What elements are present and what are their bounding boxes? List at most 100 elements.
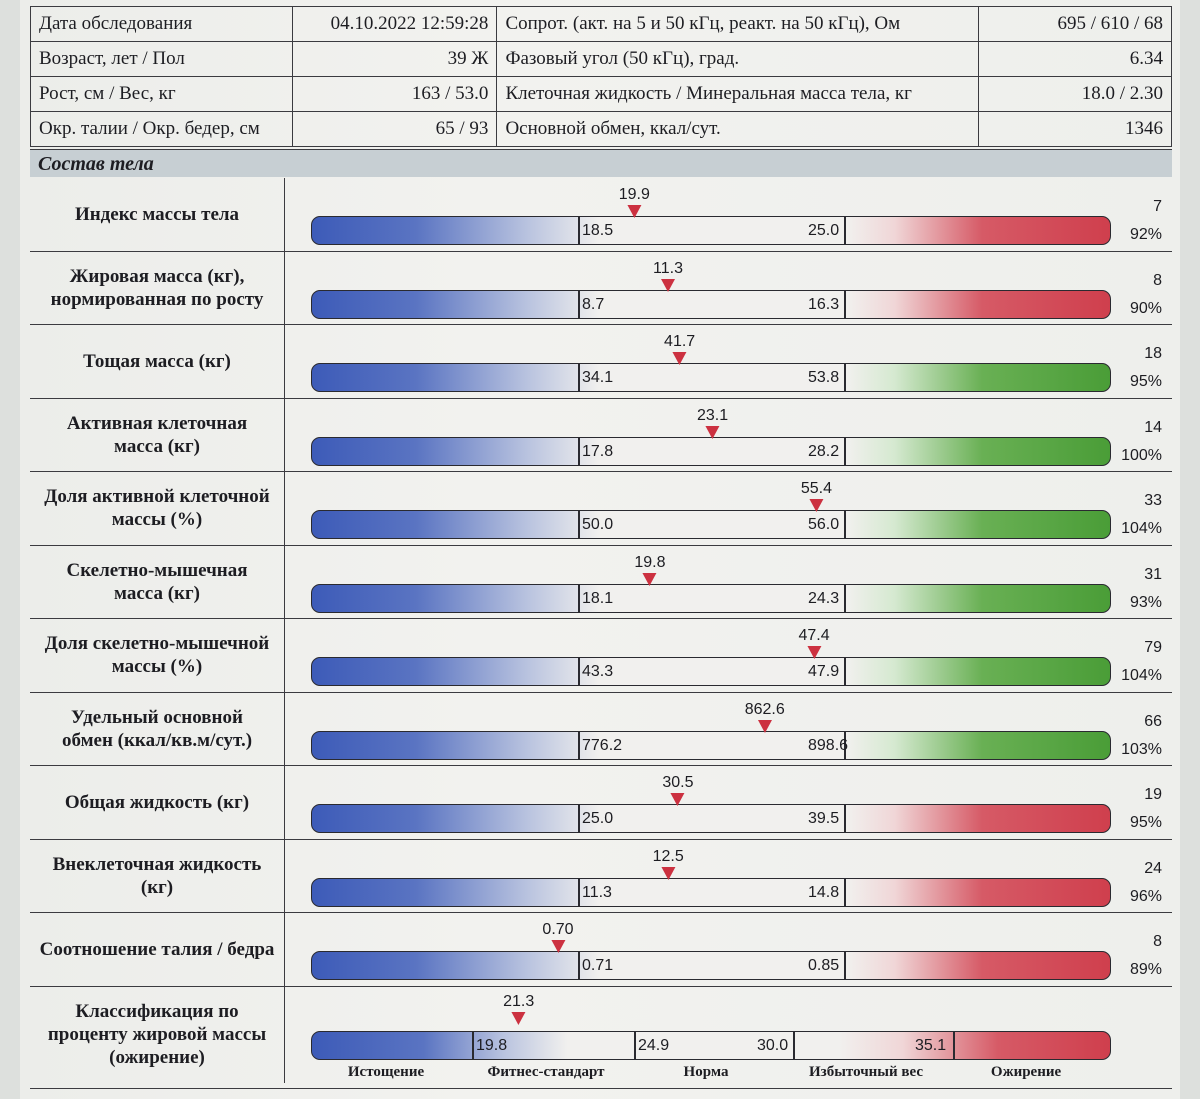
- value-marker: 11.3: [653, 260, 683, 292]
- metric-label: Доля скелетно-мышечной массы (%): [30, 619, 285, 692]
- range-high-tick: [844, 437, 846, 465]
- info-value: 18.0 / 2.30: [977, 76, 1173, 112]
- range-high-tick: [844, 511, 846, 538]
- threshold-tick: [793, 1031, 795, 1059]
- metric-row: Внеклеточная жидкость (кг) 11.3 14.8 12.5 24…: [30, 839, 1172, 913]
- info-row: Дата обследования 04.10.2022 12:59:28 Со…: [29, 6, 1173, 42]
- value-marker: 12.5: [653, 848, 684, 880]
- value-marker: 41.7: [664, 333, 695, 365]
- classification-bar: 19.8 24.9 30.0 35.1: [311, 1030, 1111, 1060]
- marker-triangle-icon: [627, 205, 642, 218]
- range-low-value: 8.7: [582, 295, 605, 313]
- metric-scale: 8.7 16.3 11.3 8 90%: [286, 252, 1172, 325]
- marker-value: 30.5: [662, 774, 694, 791]
- metric-scale: 17.8 28.2 23.1 14 100%: [286, 399, 1172, 472]
- range-low-value: 34.1: [582, 369, 614, 386]
- marker-value: 0.70: [542, 921, 574, 938]
- section-title: Состав тела: [30, 149, 1172, 177]
- metric-scale: 11.3 14.8 12.5 24 96%: [286, 840, 1172, 913]
- percentile-value: 8: [1153, 933, 1162, 950]
- marker-value: 19.8: [634, 553, 666, 571]
- range-low-tick: [578, 217, 580, 244]
- info-value: 39 Ж: [292, 41, 498, 77]
- marker-triangle-icon: [511, 1011, 526, 1025]
- metric-row: Жировая масса (кг), нормированная по рос…: [30, 251, 1172, 325]
- metric-label: Тощая масса (кг): [30, 325, 285, 398]
- percentile-value: 66: [1144, 712, 1162, 730]
- metric-label: Скелетно-мышечная масса (кг): [30, 545, 285, 618]
- metric-scale: 18.5 25.0 19.9 7 92%: [286, 178, 1172, 251]
- threshold-value: 35.1: [915, 1036, 947, 1054]
- range-bar: 8.7 16.3: [311, 289, 1111, 319]
- range-low-value: 0.71: [582, 957, 614, 974]
- range-low-value: 50.0: [582, 516, 614, 533]
- classification-label: Классификация по проценту жировой массы …: [30, 986, 285, 1083]
- range-bar: 34.1 53.8: [311, 363, 1111, 392]
- exam-info-table: Дата обследования 04.10.2022 12:59:28 Со…: [29, 6, 1173, 147]
- info-label: Фазовый угол (50 кГц), град.: [496, 41, 979, 77]
- category-label: Избыточный вес: [809, 1064, 923, 1080]
- percent-of-norm: 95%: [1129, 373, 1162, 390]
- range-bar: 17.8 28.2: [311, 436, 1111, 466]
- range-bar: 11.3 14.8: [311, 877, 1111, 907]
- metric-label: Доля активной клеточной массы (%): [30, 472, 285, 545]
- info-row: Рост, см / Вес, кг 163 / 53.0 Клеточная …: [29, 76, 1173, 112]
- threshold-tick: [634, 1031, 636, 1059]
- range-high-value: 39.5: [808, 810, 840, 827]
- range-high-tick: [844, 217, 846, 244]
- range-high-value: 898.6: [808, 736, 849, 754]
- percent-of-norm: 93%: [1129, 593, 1162, 611]
- info-value: 695 / 610 / 68: [977, 6, 1173, 42]
- range-low-tick: [578, 584, 580, 612]
- range-high-value: 28.2: [808, 442, 840, 460]
- metric-row: Скелетно-мышечная масса (кг) 18.1 24.3 19.8…: [30, 545, 1172, 619]
- metric-scale: 43.3 47.9 47.4 79 104%: [286, 619, 1172, 692]
- threshold-value: 19.8: [476, 1036, 508, 1054]
- metric-row: Общая жидкость (кг) 25.0 39.5 30.5 19 95%: [30, 766, 1172, 840]
- category-label: Норма: [683, 1064, 729, 1080]
- percentile-value: 24: [1144, 859, 1162, 877]
- range-low-tick: [578, 731, 580, 759]
- range-low-value: 18.1: [582, 589, 614, 607]
- range-low-value: 17.8: [582, 442, 614, 460]
- marker-value: 12.5: [652, 847, 684, 865]
- info-label: Рост, см / Вес, кг: [29, 76, 294, 112]
- metric-row: Соотношение талия / бедра 0.71 0.85 0.70 8 89…: [30, 913, 1172, 987]
- value-marker: 30.5: [662, 774, 693, 806]
- range-high-tick: [844, 364, 846, 391]
- marker-triangle-icon: [809, 499, 824, 512]
- metric-label: Жировая масса (кг), нормированная по рос…: [30, 251, 285, 324]
- table-bottom-border: [30, 1088, 1172, 1089]
- marker-value: 55.4: [800, 480, 832, 497]
- info-label: Основной обмен, ккал/сут.: [496, 111, 979, 147]
- value-marker: 23.1: [697, 407, 728, 439]
- range-high-tick: [844, 290, 846, 318]
- range-low-value: 18.5: [582, 222, 614, 239]
- marker-value: 11.3: [653, 259, 683, 277]
- range-high-tick: [844, 584, 846, 612]
- percent-of-norm: 104%: [1121, 520, 1162, 537]
- metric-scale: 18.1 24.3 19.8 31 93%: [286, 546, 1172, 619]
- range-high-value: 56.0: [808, 516, 840, 533]
- marker-triangle-icon: [705, 425, 720, 439]
- percentile-value: 19: [1144, 786, 1162, 803]
- value-marker: 21.3: [503, 993, 534, 1025]
- classification-scale: 19.8 24.9 30.0 35.1 21.3: [286, 987, 1172, 1083]
- range-high-value: 53.8: [808, 369, 840, 386]
- range-low-tick: [578, 658, 580, 685]
- range-bar: 50.0 56.0: [311, 510, 1111, 539]
- range-high-tick: [844, 731, 846, 759]
- value-marker: 862.6: [745, 701, 785, 733]
- range-high-tick: [844, 878, 846, 906]
- value-marker: 55.4: [801, 480, 832, 512]
- percent-of-norm: 89%: [1129, 961, 1162, 978]
- percentile-value: 7: [1153, 198, 1162, 215]
- info-value: 65 / 93: [292, 111, 498, 147]
- info-label: Дата обследования: [29, 6, 294, 42]
- metric-row: Тощая масса (кг) 34.1 53.8 41.7 18 95%: [30, 325, 1172, 399]
- metric-scale: 34.1 53.8 41.7 18 95%: [286, 325, 1172, 398]
- range-low-tick: [578, 290, 580, 318]
- range-high-tick: [844, 805, 846, 832]
- metric-label: Активная клеточная масса (кг): [30, 398, 285, 471]
- range-high-tick: [844, 952, 846, 979]
